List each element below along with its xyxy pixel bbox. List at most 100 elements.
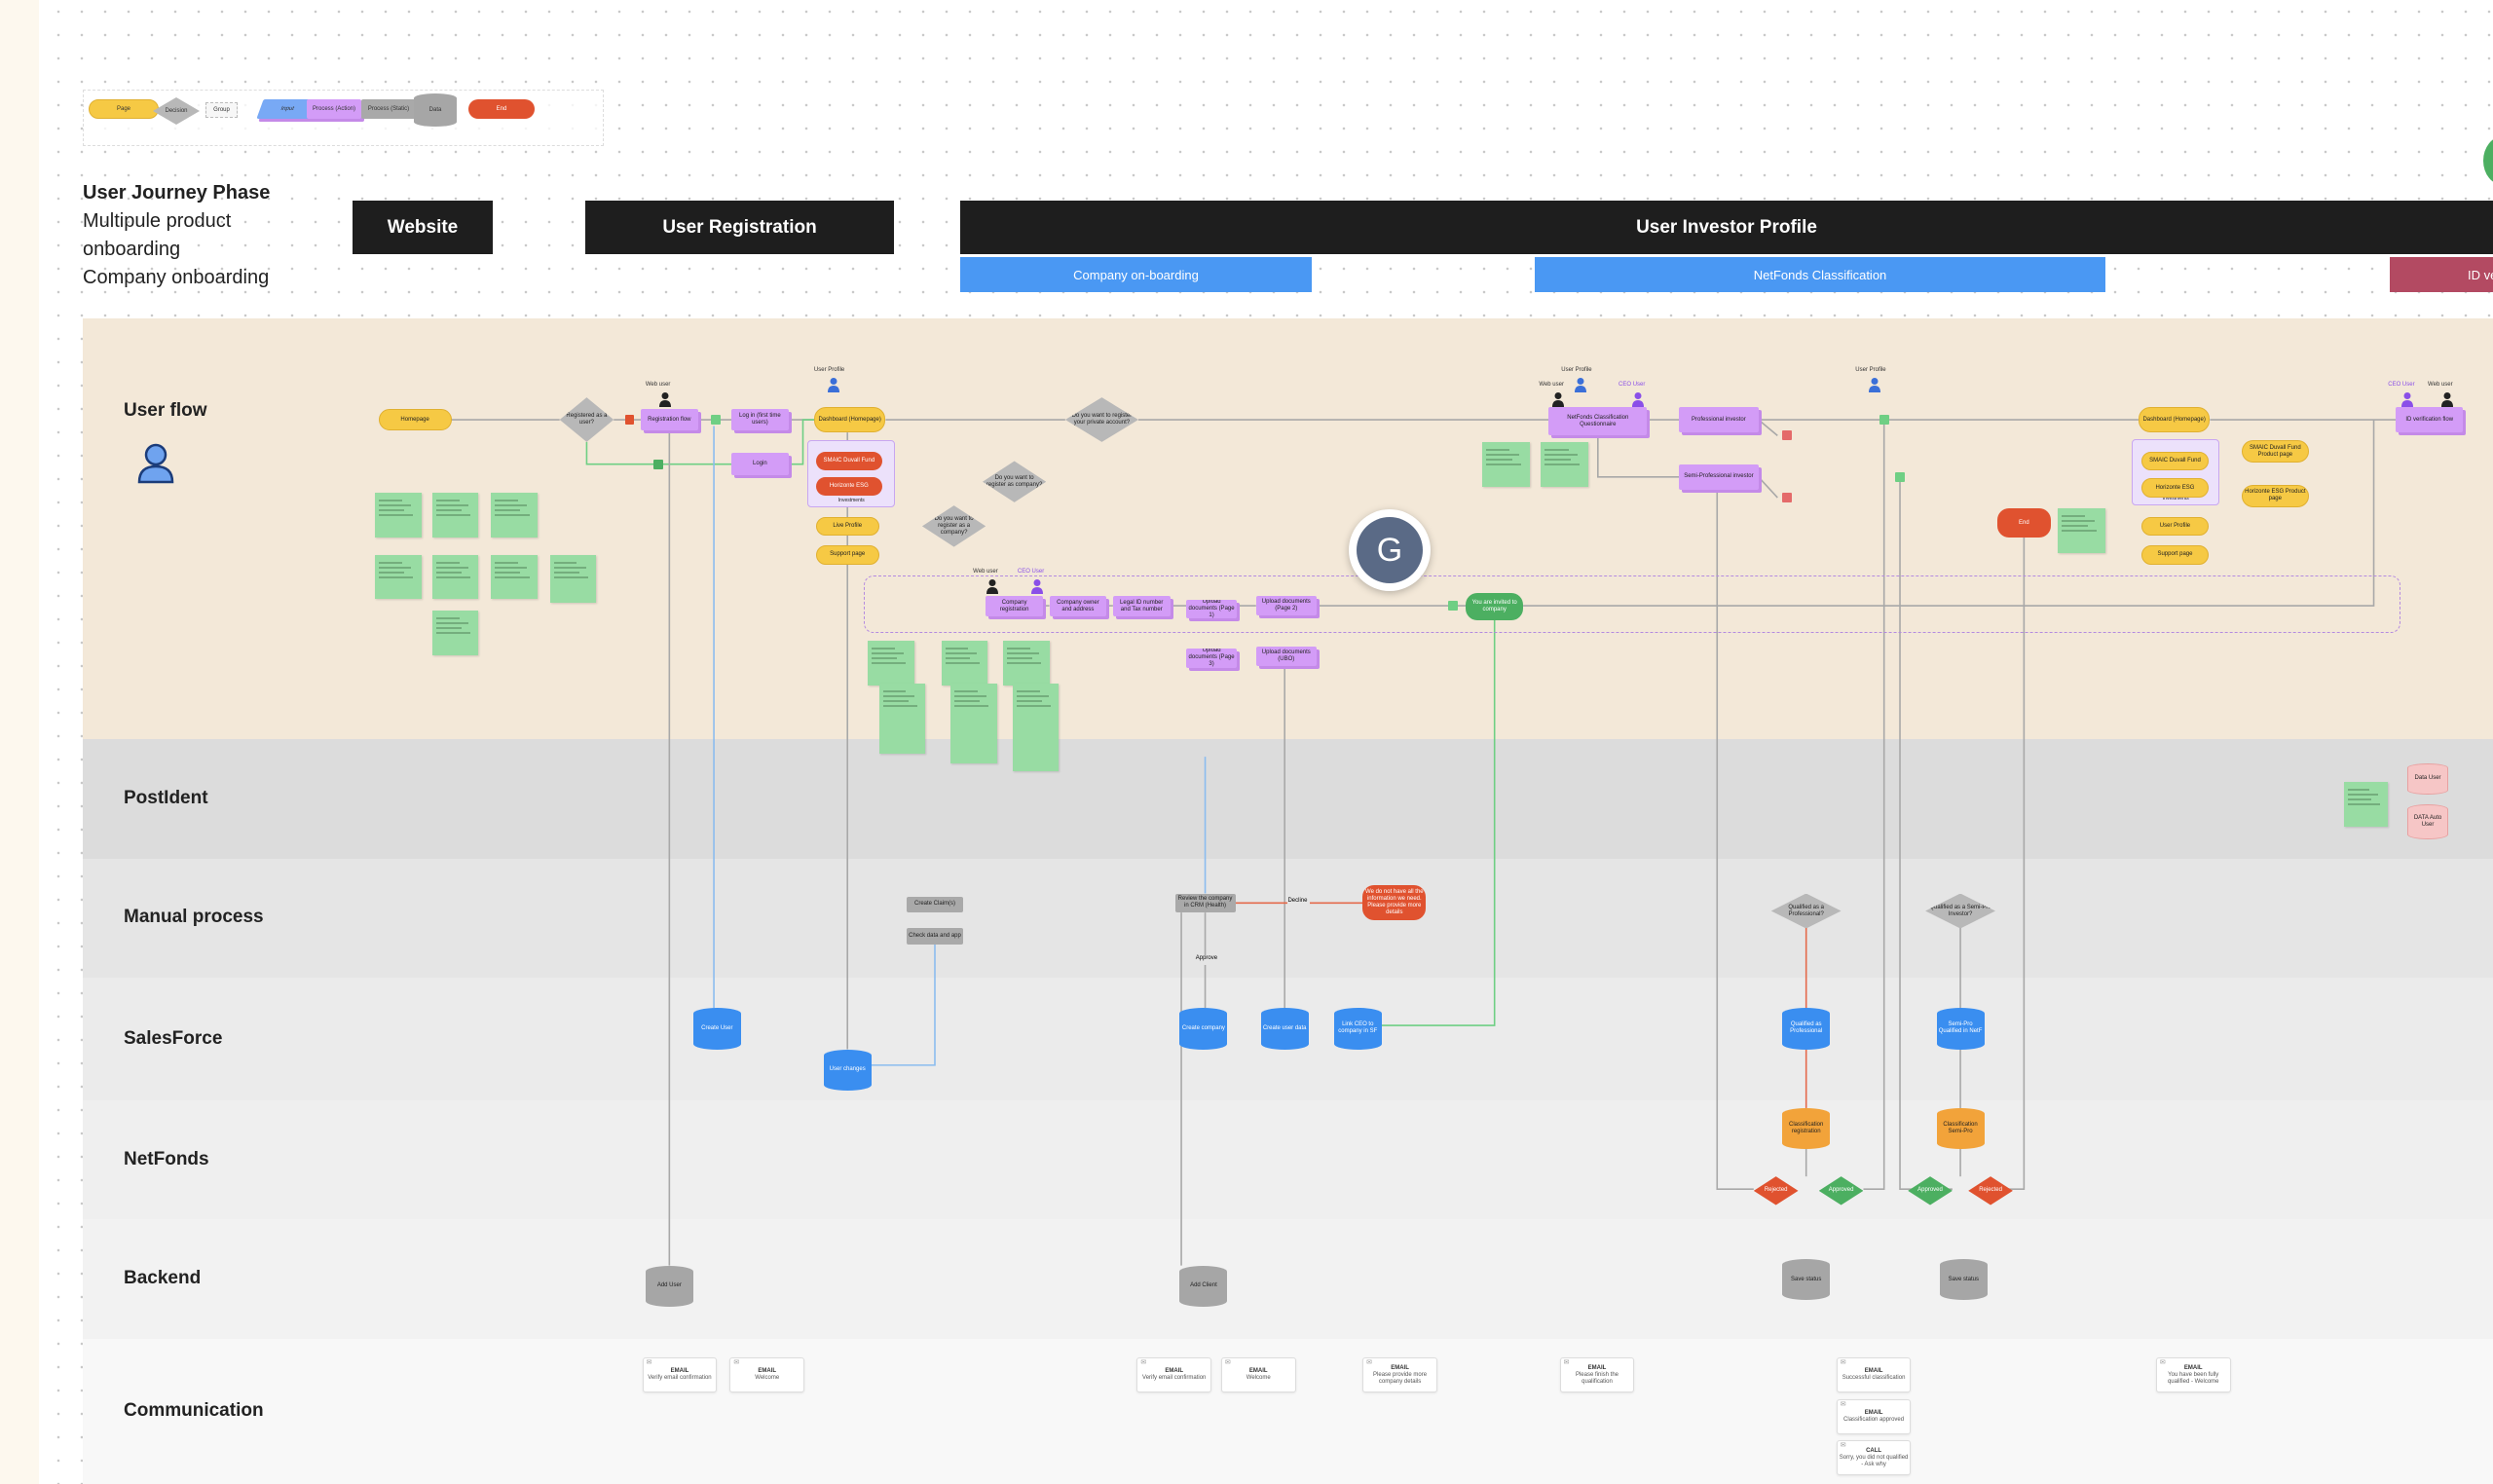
communication-card[interactable]: ✉ EMAIL Successful classification	[1836, 1357, 1912, 1393]
person-icon	[2400, 391, 2415, 407]
communication-card[interactable]: ✉ EMAIL Classification approved	[1836, 1398, 1912, 1434]
sticky-note[interactable]	[375, 554, 422, 600]
data-store[interactable]: Create user data	[1260, 1008, 1309, 1050]
lane-backend	[82, 1219, 2493, 1339]
communication-card[interactable]: ✉ EMAIL Please provide more company detail…	[1362, 1357, 1437, 1393]
flow-node[interactable]: Company owner and address	[1049, 596, 1107, 617]
persona-label: User Profile	[813, 367, 845, 374]
flow-node[interactable]: Dashboard (Homepage)	[813, 406, 886, 433]
collaborator-avatar[interactable]: G	[1349, 509, 1431, 591]
communication-card[interactable]: ✉ CALL Sorry, you did not qualified - Ask …	[1836, 1440, 1912, 1476]
flow-node[interactable]: You are invited to company	[1466, 592, 1524, 620]
communication-card[interactable]: ✉ EMAIL Verify email confirmation	[642, 1357, 718, 1393]
sticky-note[interactable]	[491, 554, 538, 600]
email-icon: ✉	[1840, 1442, 1846, 1450]
flow-node[interactable]: Upload documents (Page 2)	[1255, 596, 1317, 615]
flow-node[interactable]: Professional investor	[1679, 406, 1759, 433]
flow-node[interactable]: Upload documents (UBO)	[1255, 647, 1317, 667]
flow-node[interactable]: Horizonte ESG	[815, 476, 883, 497]
communication-card[interactable]: ✉ EMAIL Verify email confirmation	[1136, 1357, 1212, 1393]
flow-node[interactable]: Registration flow	[640, 408, 698, 431]
communication-card[interactable]: ✉ EMAIL Please finish the qualification	[1559, 1357, 1635, 1393]
flow-node[interactable]: Log in (first time users)	[731, 408, 789, 431]
sticky-note[interactable]	[432, 554, 479, 600]
phase-user-investor-profile[interactable]: User Investor Profile	[960, 201, 2493, 254]
email-icon: ✉	[733, 1359, 740, 1367]
sticky-note[interactable]	[1541, 441, 1588, 487]
communication-card[interactable]: ✉ EMAIL Welcome	[1220, 1357, 1296, 1393]
connector	[788, 419, 814, 465]
data-store[interactable]: Qualified as Professional	[1782, 1008, 1831, 1050]
sticky-note[interactable]	[491, 493, 538, 538]
sticky-note[interactable]	[2343, 782, 2389, 827]
data-store[interactable]: User changes	[823, 1049, 872, 1091]
flow-node[interactable]: Upload documents (Page 1)	[1185, 599, 1238, 619]
flow-node[interactable]: End	[1996, 508, 2052, 538]
data-store[interactable]: Create company	[1179, 1008, 1228, 1050]
sticky-note[interactable]	[1481, 441, 1530, 487]
sticky-note[interactable]	[950, 684, 997, 763]
sticky-note[interactable]	[1013, 684, 1060, 771]
card-text: Successful classification	[1842, 1375, 1906, 1382]
flow-node[interactable]: SMAIC Duvall Fund	[815, 451, 883, 471]
phase-website[interactable]: Website	[353, 201, 493, 254]
phase-user-registration[interactable]: User Registration	[585, 201, 894, 254]
sticky-note[interactable]	[2057, 508, 2105, 554]
flow-node[interactable]: SMAIC Duvall Fund Product page	[2242, 440, 2309, 464]
flow-node[interactable]: Company registration	[986, 596, 1043, 617]
node-group[interactable]: Investments	[807, 440, 896, 507]
sticky-note[interactable]	[375, 493, 422, 538]
flow-node[interactable]: Create Claim(s)	[906, 896, 964, 913]
flow-node[interactable]: SMAIC Duvall Fund	[2141, 451, 2209, 471]
person-icon	[827, 377, 841, 392]
data-store[interactable]: Add Client	[1179, 1265, 1228, 1308]
lane-label: NetFonds	[124, 1148, 209, 1169]
flow-node[interactable]: ID verification flow	[2396, 406, 2463, 433]
subphase-netfonds-classification[interactable]: NetFonds Classification	[1535, 257, 2105, 292]
communication-card[interactable]: ✉ EMAIL You have been fully qualified - We…	[2155, 1357, 2231, 1393]
lane-label: Communication	[124, 1400, 264, 1422]
flow-node[interactable]: Support page	[2141, 545, 2209, 565]
flow-node[interactable]: Homepage	[378, 408, 452, 431]
sticky-note[interactable]	[1003, 640, 1050, 686]
persona-label: User Profile	[1561, 367, 1592, 374]
subphase-company-onboarding[interactable]: Company on-boarding	[960, 257, 1312, 292]
flow-node[interactable]: We do not have all the information we ne…	[1362, 885, 1427, 921]
flow-node[interactable]: Semi-Professional investor	[1679, 464, 1759, 490]
data-store[interactable]: Create User	[692, 1008, 741, 1050]
data-store[interactable]: Classification registration	[1782, 1107, 1831, 1150]
flow-node[interactable]: Review the company in CRM (Health)	[1174, 893, 1236, 913]
data-store[interactable]: DATA Auto User	[2406, 804, 2449, 840]
phase-title: User Journey Phase	[83, 182, 271, 204]
lane-postident	[82, 739, 2493, 859]
flow-node[interactable]: Support page	[815, 545, 879, 565]
card-type: CALL	[1866, 1447, 1882, 1454]
data-store[interactable]: Add User	[645, 1265, 693, 1308]
data-store[interactable]: Save status	[1782, 1259, 1831, 1301]
sticky-note[interactable]	[432, 493, 479, 538]
flow-node[interactable]: Live Profile	[815, 516, 879, 537]
data-store[interactable]: Data User	[2406, 762, 2449, 796]
flow-node[interactable]: Horizonte ESG	[2141, 478, 2209, 498]
flow-node[interactable]: Upload documents (Page 3)	[1185, 649, 1238, 668]
email-icon: ✉	[1563, 1359, 1570, 1367]
sticky-note[interactable]	[549, 554, 597, 603]
flow-group	[863, 575, 2401, 633]
flow-node[interactable]: Check data and app	[906, 928, 964, 945]
communication-card[interactable]: ✉ EMAIL Welcome	[729, 1357, 805, 1393]
data-store[interactable]: Classification Semi-Pro	[1936, 1107, 1985, 1150]
flow-node[interactable]: User Profile	[2141, 516, 2209, 537]
flow-node[interactable]: Legal ID number and Tax number	[1112, 596, 1171, 617]
flow-node[interactable]: Dashboard (Homepage)	[2138, 406, 2211, 433]
flow-node[interactable]: NetFonds Classification Questionnaire	[1548, 406, 1648, 436]
sticky-note[interactable]	[941, 640, 987, 686]
data-store[interactable]: Save status	[1939, 1259, 1988, 1301]
flow-node[interactable]: Horizonte ESG Product page	[2242, 484, 2309, 507]
sticky-note[interactable]	[878, 684, 926, 754]
sticky-note[interactable]	[432, 610, 479, 655]
data-store[interactable]: Link CEO to company in SF	[1333, 1008, 1382, 1050]
sticky-note[interactable]	[868, 640, 914, 686]
data-store[interactable]: Semi-Pro Qualified in NetF	[1936, 1008, 1985, 1050]
subphase-id-verification[interactable]: ID ve	[2390, 257, 2493, 292]
flow-node[interactable]: Login	[731, 453, 789, 476]
